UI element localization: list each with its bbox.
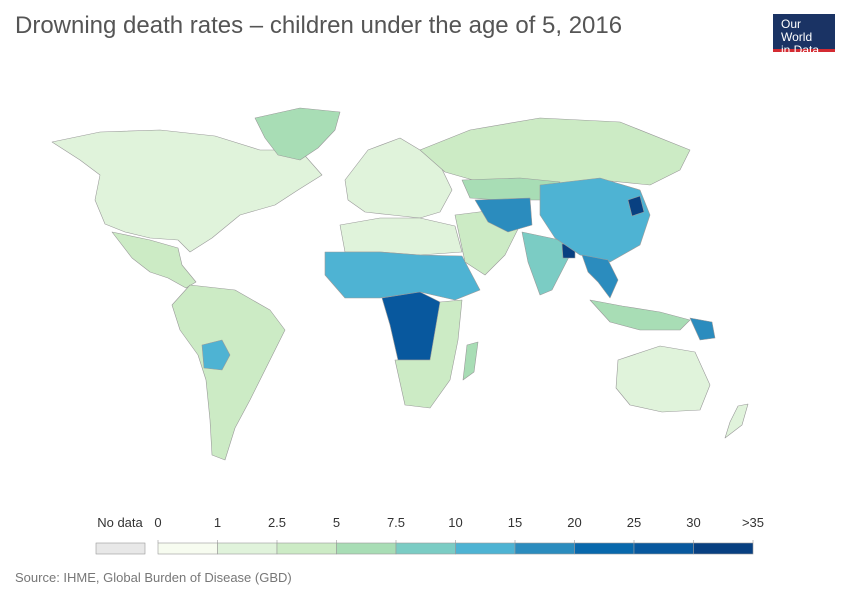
- legend-tick-label: 10: [448, 515, 462, 530]
- indonesia[interactable]: [589, 299, 691, 331]
- chart-title: Drowning death rates – children under th…: [15, 12, 623, 39]
- legend-no-data-label: No data: [97, 515, 143, 530]
- china[interactable]: [539, 177, 651, 263]
- logo-line-2: in Data: [781, 43, 820, 57]
- legend-tick-label: 0: [154, 515, 161, 530]
- south-america[interactable]: [171, 284, 286, 461]
- owid-logo[interactable]: Our World in Data: [773, 14, 835, 57]
- madagascar[interactable]: [462, 341, 479, 381]
- legend-swatch-3[interactable]: [336, 542, 397, 555]
- legend-tick-label: 7.5: [387, 515, 405, 530]
- source-note: Source: IHME, Global Burden of Disease (…: [15, 570, 292, 585]
- bolivia[interactable]: [201, 339, 231, 371]
- southern-africa[interactable]: [394, 299, 463, 409]
- sahel-africa[interactable]: [324, 251, 481, 301]
- legend-tick-label: 2.5: [268, 515, 286, 530]
- new-zealand[interactable]: [724, 403, 749, 439]
- legend-swatch-8[interactable]: [633, 542, 694, 555]
- papua-new-guinea[interactable]: [689, 317, 716, 341]
- legend-swatch-9[interactable]: [693, 542, 754, 555]
- legend-swatch-0[interactable]: [157, 542, 218, 555]
- color-legend: No data 0 1 2.5 5 7.5 10 15 20 25 30 >35: [95, 515, 764, 555]
- legend-swatch-6[interactable]: [514, 542, 575, 555]
- europe[interactable]: [344, 137, 453, 219]
- central-africa[interactable]: [381, 291, 441, 361]
- legend-tick-label: 1: [214, 515, 221, 530]
- legend-swatch-4[interactable]: [395, 542, 456, 555]
- north-africa[interactable]: [339, 217, 463, 256]
- legend-tick-label: 20: [567, 515, 581, 530]
- afghanistan[interactable]: [474, 197, 533, 233]
- legend-swatch-1[interactable]: [217, 542, 278, 555]
- north-korea[interactable]: [627, 195, 645, 217]
- legend-tick-label: 25: [627, 515, 641, 530]
- russia[interactable]: [419, 117, 691, 186]
- legend-tick-label: 5: [333, 515, 340, 530]
- legend-tick-label: 15: [508, 515, 522, 530]
- legend-no-data-swatch: [95, 542, 146, 555]
- logo-line-1: Our World: [781, 17, 813, 44]
- north-america[interactable]: [51, 129, 323, 253]
- australia[interactable]: [615, 345, 711, 413]
- legend-tick-label: >35: [742, 515, 764, 530]
- legend-tick-label: 30: [686, 515, 700, 530]
- legend-swatch-7[interactable]: [574, 542, 635, 555]
- legend-swatch-2[interactable]: [276, 542, 337, 555]
- legend-swatch-5[interactable]: [455, 542, 516, 555]
- greenland[interactable]: [254, 107, 341, 161]
- southeast-asia[interactable]: [581, 254, 619, 299]
